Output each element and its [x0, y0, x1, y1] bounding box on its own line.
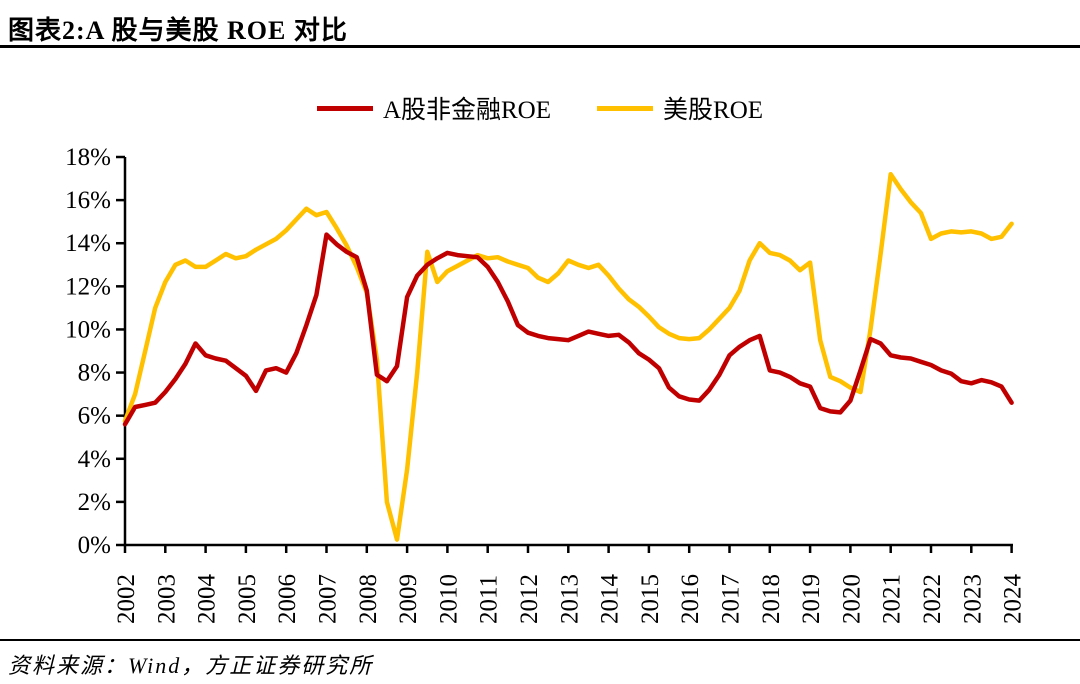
legend-item-a-share: A股非金融ROE — [316, 90, 552, 126]
y-axis-label: 4% — [78, 446, 111, 473]
x-axis-label: 2003 — [153, 574, 180, 624]
source-note: 资料来源：Wind，方正证券研究所 — [8, 653, 374, 678]
x-axis-label: 2013 — [556, 574, 583, 624]
x-axis-label: 2008 — [355, 574, 382, 624]
x-axis-label: 2019 — [798, 574, 825, 624]
x-axis-label: 2017 — [718, 574, 745, 624]
x-axis-label: 2016 — [677, 574, 704, 624]
us-line-swatch — [597, 105, 654, 111]
us-roe-line — [122, 171, 1014, 542]
x-axis-label: 2002 — [113, 574, 140, 624]
a-share-line-swatch — [316, 105, 373, 111]
y-axis-label: 18% — [65, 144, 111, 171]
x-axis-label: 2012 — [516, 574, 543, 624]
y-axis-label: 14% — [65, 230, 111, 257]
x-axis-label: 2009 — [395, 574, 422, 624]
y-axis-label: 16% — [65, 187, 111, 214]
a-share-roe-line — [122, 232, 1014, 427]
x-axis-label: 2015 — [637, 574, 664, 624]
x-axis-label: 2022 — [919, 574, 946, 624]
axis-lines — [123, 157, 1013, 547]
x-axis-label: 2006 — [274, 574, 301, 624]
y-axis-label: 2% — [78, 489, 111, 516]
x-axis-label: 2024 — [1000, 574, 1027, 625]
x-axis-label: 2004 — [194, 574, 221, 625]
legend-label-a-share: A股非金融ROE — [382, 97, 552, 124]
chart-legend: A股非金融ROE 美股ROE — [0, 90, 1080, 126]
x-axis-label: 2023 — [959, 574, 986, 624]
x-axis-label: 2010 — [435, 574, 462, 624]
x-axis-label: 2011 — [476, 575, 503, 624]
y-axis-label: 0% — [78, 532, 111, 559]
y-axis-label: 12% — [65, 273, 111, 300]
y-axis-label: 8% — [78, 360, 111, 387]
x-axis-label: 2005 — [234, 574, 261, 624]
x-axis-label: 2014 — [597, 574, 624, 625]
x-axis-label: 2007 — [315, 574, 342, 624]
legend-item-us: 美股ROE — [597, 90, 763, 126]
bottom-divider — [0, 639, 1080, 641]
x-axis-label: 2021 — [879, 574, 906, 624]
y-axis-label: 6% — [78, 403, 111, 430]
x-axis-label: 2018 — [758, 574, 785, 624]
page-title: 图表2:A 股与美股 ROE 对比 — [8, 16, 348, 45]
y-axis-label: 10% — [65, 316, 111, 343]
title-divider — [0, 45, 1080, 48]
legend-label-us: 美股ROE — [663, 97, 764, 124]
x-axis-label: 2020 — [838, 574, 865, 624]
